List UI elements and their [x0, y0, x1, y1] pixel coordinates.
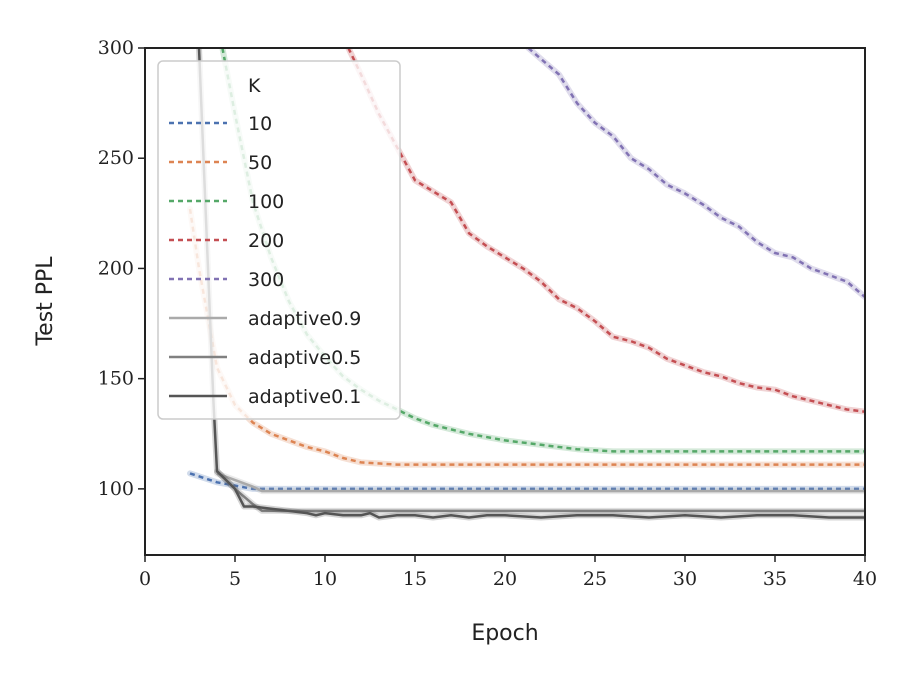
series-band-adaptive0-9 [214, 470, 865, 495]
legend-label-200: 200 [248, 230, 284, 252]
x-tick-label: 5 [229, 568, 241, 590]
x-axis-title: Epoch [471, 621, 538, 646]
series-line-300 [527, 48, 865, 299]
y-tick-label: 100 [98, 478, 134, 500]
y-tick-label: 200 [98, 257, 134, 279]
series-band-300 [525, 48, 865, 301]
y-axis-title: Test PPL [33, 256, 58, 347]
legend-label-10: 10 [248, 113, 272, 135]
legend: K 10 50 100 200 300 adaptive0.9 adaptive0.5 ada… [157, 60, 401, 420]
x-tick-label: 0 [139, 568, 151, 590]
series-line-50 [188, 208, 865, 466]
x-tick-label: 30 [673, 568, 697, 590]
tick-layer: 0 5 10 15 20 25 30 35 40 100 150 200 250 300 [98, 37, 877, 590]
y-tick-label: 150 [98, 368, 134, 390]
legend-label-adaptive0-1: adaptive0.1 [248, 386, 361, 408]
series-line-10 [189, 472, 865, 491]
series-line-200 [347, 48, 865, 413]
series-line-adaptive0-9 [216, 472, 865, 493]
series-line-adaptive0-5 [216, 470, 865, 513]
x-tick-label: 35 [763, 568, 787, 590]
x-tick-label: 15 [403, 568, 427, 590]
legend-label-50: 50 [248, 152, 272, 174]
legend-label-adaptive0-5: adaptive0.5 [248, 347, 361, 369]
legend-label-100: 100 [248, 191, 284, 213]
x-tick-label: 20 [493, 568, 517, 590]
legend-box [157, 60, 401, 420]
legend-label-300: 300 [248, 269, 284, 291]
series-layer [187, 48, 865, 521]
x-tick-label: 40 [853, 568, 877, 590]
legend-entries: 10 50 100 200 300 adaptive0.9 adaptive0.5 adapt… [169, 113, 361, 408]
x-tick-label: 10 [313, 568, 337, 590]
series-band-10 [187, 470, 865, 492]
series-band-200 [345, 48, 865, 415]
x-tick-label: 25 [583, 568, 607, 590]
y-tick-label: 300 [98, 37, 134, 59]
legend-label-adaptive0-9: adaptive0.9 [248, 308, 361, 330]
series-line-adaptive0-1 [197, 48, 865, 519]
legend-title: K [248, 75, 261, 97]
y-tick-label: 250 [98, 147, 134, 169]
